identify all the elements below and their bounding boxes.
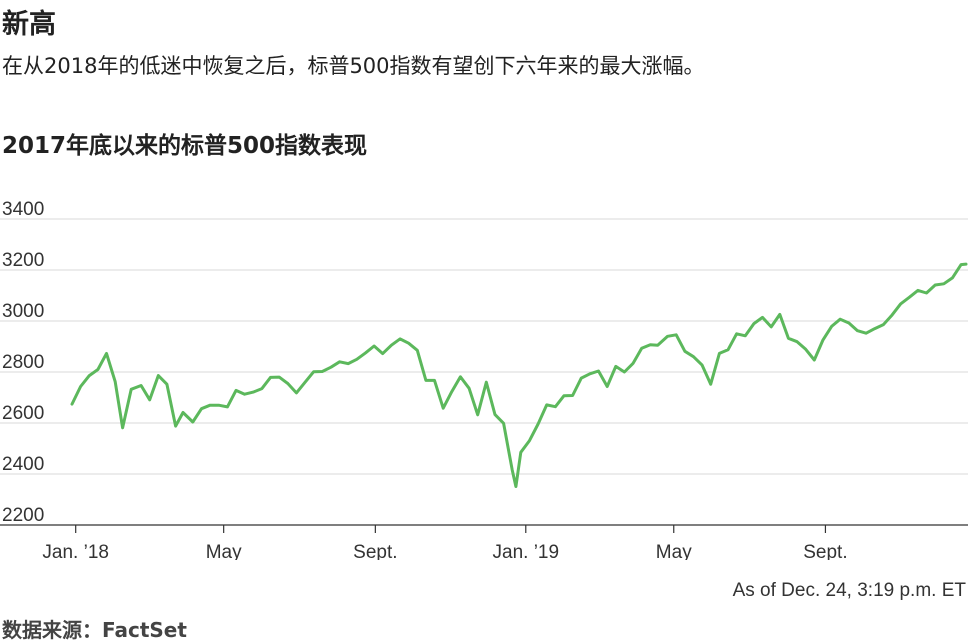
series-line-sp500 <box>70 262 968 488</box>
x-tick-label: May <box>206 542 242 560</box>
x-tick-label: Jan. ’18 <box>42 542 109 560</box>
y-tick-label: 2400 <box>2 454 44 475</box>
headline: 新高 <box>2 9 56 40</box>
y-tick-label: 3400 <box>2 199 44 220</box>
x-tick-label: Jan. ’19 <box>493 542 560 560</box>
x-tick-label: Sept. <box>803 542 847 560</box>
x-axis: Jan. ’18 May Sept. Jan. ’19 May Sept. <box>42 525 848 560</box>
source-note: 数据来源：FactSet <box>2 618 187 642</box>
x-tick-label: Sept. <box>353 542 397 560</box>
line-chart: 2200 2400 2600 2800 3000 3200 3400 Jan. ’18 May… <box>0 199 968 560</box>
y-tick-label: 3000 <box>2 301 44 322</box>
y-tick-label: 3200 <box>2 250 44 271</box>
y-tick-label: 2800 <box>2 352 44 373</box>
series-line-group <box>70 262 968 488</box>
y-tick-label: 2600 <box>2 403 44 424</box>
subhead: 在从2018年的低迷中恢复之后，标普500指数有望创下六年来的最大涨幅。 <box>2 54 705 78</box>
y-tick-label: 2200 <box>2 505 44 526</box>
x-tick-label: May <box>656 542 692 560</box>
chart-title: 2017年底以来的标普500指数表现 <box>2 133 368 159</box>
y-grid: 2200 2400 2600 2800 3000 3200 3400 <box>0 199 968 526</box>
timestamp-note: As of Dec. 24, 3:19 p.m. ET <box>732 580 966 601</box>
